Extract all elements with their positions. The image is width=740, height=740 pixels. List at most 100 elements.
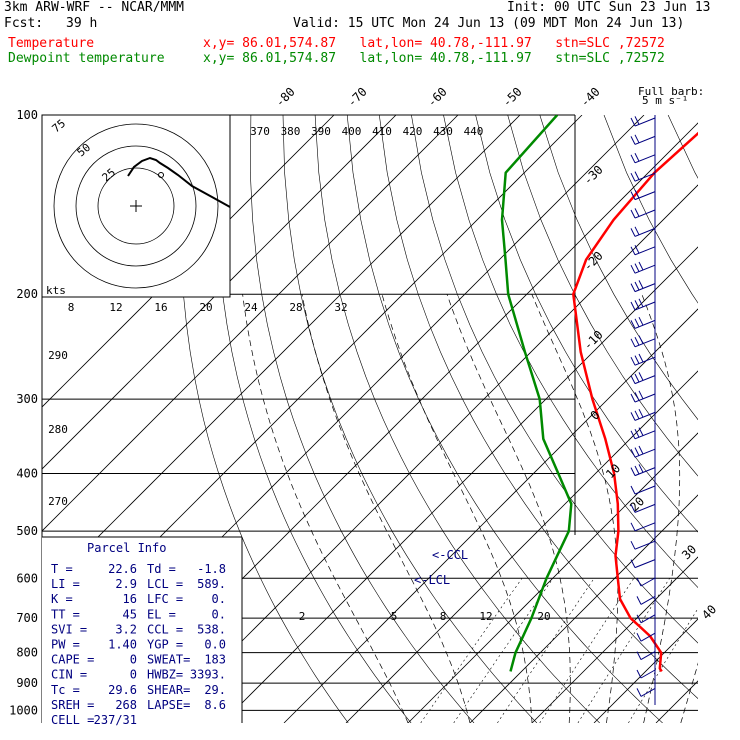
wind-barb-feather (630, 522, 636, 532)
wind-barb (630, 280, 656, 293)
wind-barb-feather (634, 465, 640, 475)
wind-barb (636, 595, 656, 605)
wind-barb-feather (630, 283, 636, 292)
dry-adiabat (346, 115, 663, 723)
speed-axis-label: 28 (289, 301, 302, 314)
wind-barb-feather (630, 117, 636, 127)
hodograph-ring (97, 167, 175, 245)
wind-barb-shaft (634, 393, 656, 403)
forecast-label: Fcst: (4, 16, 44, 31)
wind-barb (630, 226, 656, 237)
wind-barb-shaft (634, 172, 656, 182)
wind-barb-feather (634, 208, 640, 217)
pressure-tick-label: 100 (16, 108, 38, 122)
wind-barb-feather (634, 428, 640, 438)
isotherm (283, 308, 698, 723)
wind-barb-feather (634, 318, 640, 328)
dry-adiabat (443, 115, 698, 588)
wind-barb (636, 651, 656, 661)
isotherm (655, 680, 698, 723)
wind-barb-feather (630, 559, 636, 568)
parcel-field-label: SHEAR= (147, 683, 190, 697)
parcel-field-value: 2.9 (115, 577, 137, 591)
wind-barb (630, 372, 656, 385)
parcel-field-value: 16 (123, 592, 137, 606)
wind-barb-shaft (634, 448, 656, 458)
dewpoint-location-info: x,y= 86.01,574.87 lat,lon= 40.78,-111.97… (203, 51, 665, 66)
wind-barb-shaft (634, 319, 656, 329)
parcel-field-label: YGP = (147, 638, 183, 652)
dry-adiabat (379, 115, 698, 699)
wind-barb-feather (630, 412, 636, 421)
wind-barb-shaft (640, 577, 656, 587)
wind-barb (630, 353, 656, 366)
wind-barb (630, 316, 656, 329)
speed-axis-label: 12 (109, 301, 122, 314)
parcel-field-value: 29. (204, 683, 226, 697)
dry-adiabat (732, 115, 740, 723)
wind-barb-shaft (634, 264, 656, 274)
mixing-ratio-label: 2 (299, 610, 306, 623)
wind-barb-shaft (640, 632, 656, 642)
moist-adiabat (381, 294, 533, 723)
wind-barb-shaft (634, 559, 656, 569)
parcel-field-label: PW = (51, 638, 80, 652)
parcel-field-value: 0 (130, 668, 137, 682)
moist-adiabat (641, 294, 681, 723)
isotherm-label: -10 (581, 328, 606, 353)
dewpoint-legend-label: Dewpoint temperature (8, 51, 165, 66)
dry-adiabat (667, 115, 698, 179)
isotherm-label: -50 (500, 85, 525, 110)
wind-barb-feather (634, 336, 640, 346)
wind-barb-feather (630, 485, 636, 495)
wind-barb-feather (630, 356, 636, 366)
wind-barb-shaft (634, 503, 656, 513)
wind-barb-shaft (634, 246, 656, 256)
wind-barb-feather (630, 448, 636, 458)
wind-barb-shaft (634, 356, 656, 366)
wind-barb-shaft (634, 485, 656, 495)
parcel-info-title: Parcel Info (87, 541, 166, 555)
theta-e-label: 370 (250, 125, 270, 138)
wind-barb-feather (634, 171, 640, 180)
isotherm (159, 184, 698, 723)
wind-barb (630, 485, 656, 495)
wind-barb-feather (636, 632, 642, 642)
parcel-info-panel: Parcel Info T = 22.6 Td = -1.8 LI = 2.9 LCL = 58… (42, 536, 243, 727)
theta-label: 280 (48, 423, 68, 436)
wind-barb-feather (630, 228, 636, 237)
parcel-field-label: TT = (51, 607, 80, 621)
wind-barb-feather (636, 651, 642, 660)
wind-barb-shaft (634, 540, 656, 550)
wind-barb-feather (636, 596, 642, 605)
wind-barb-feather (630, 264, 636, 274)
isotherm (221, 246, 698, 723)
parcel-field-value: 237/31 (94, 713, 137, 727)
parcel-field-label: T = (51, 562, 73, 576)
wind-barb-shaft (640, 669, 656, 679)
wind-barb-shaft (634, 117, 656, 127)
theta-e-label: 400 (342, 125, 362, 138)
parcel-field-label: LI = (51, 577, 80, 591)
wind-barb-shaft (634, 209, 656, 219)
parcel-field-label: CAPE = (51, 653, 94, 667)
dry-adiabat (475, 115, 698, 533)
isotherm-label: -20 (581, 249, 606, 274)
wind-barb-feather (634, 392, 640, 401)
mixing-ratio-line (628, 607, 698, 723)
wind-barb-feather (634, 244, 640, 254)
wind-barb-shaft (640, 651, 656, 661)
pressure-tick-label: 500 (16, 524, 38, 538)
mixing-ratio-line (420, 578, 523, 723)
wind-barb-feather (630, 540, 636, 550)
wind-barb-shaft (634, 522, 656, 532)
parcel-field-label: CELL = (51, 713, 94, 727)
wind-barb-feather (634, 263, 640, 272)
speed-axis-label: 16 (154, 301, 167, 314)
wind-barb-feather (638, 372, 644, 381)
wind-barb-feather (630, 191, 636, 200)
isotherm (42, 115, 521, 594)
theta-e-label: 430 (433, 125, 453, 138)
mixing-ratio-line (577, 578, 670, 723)
